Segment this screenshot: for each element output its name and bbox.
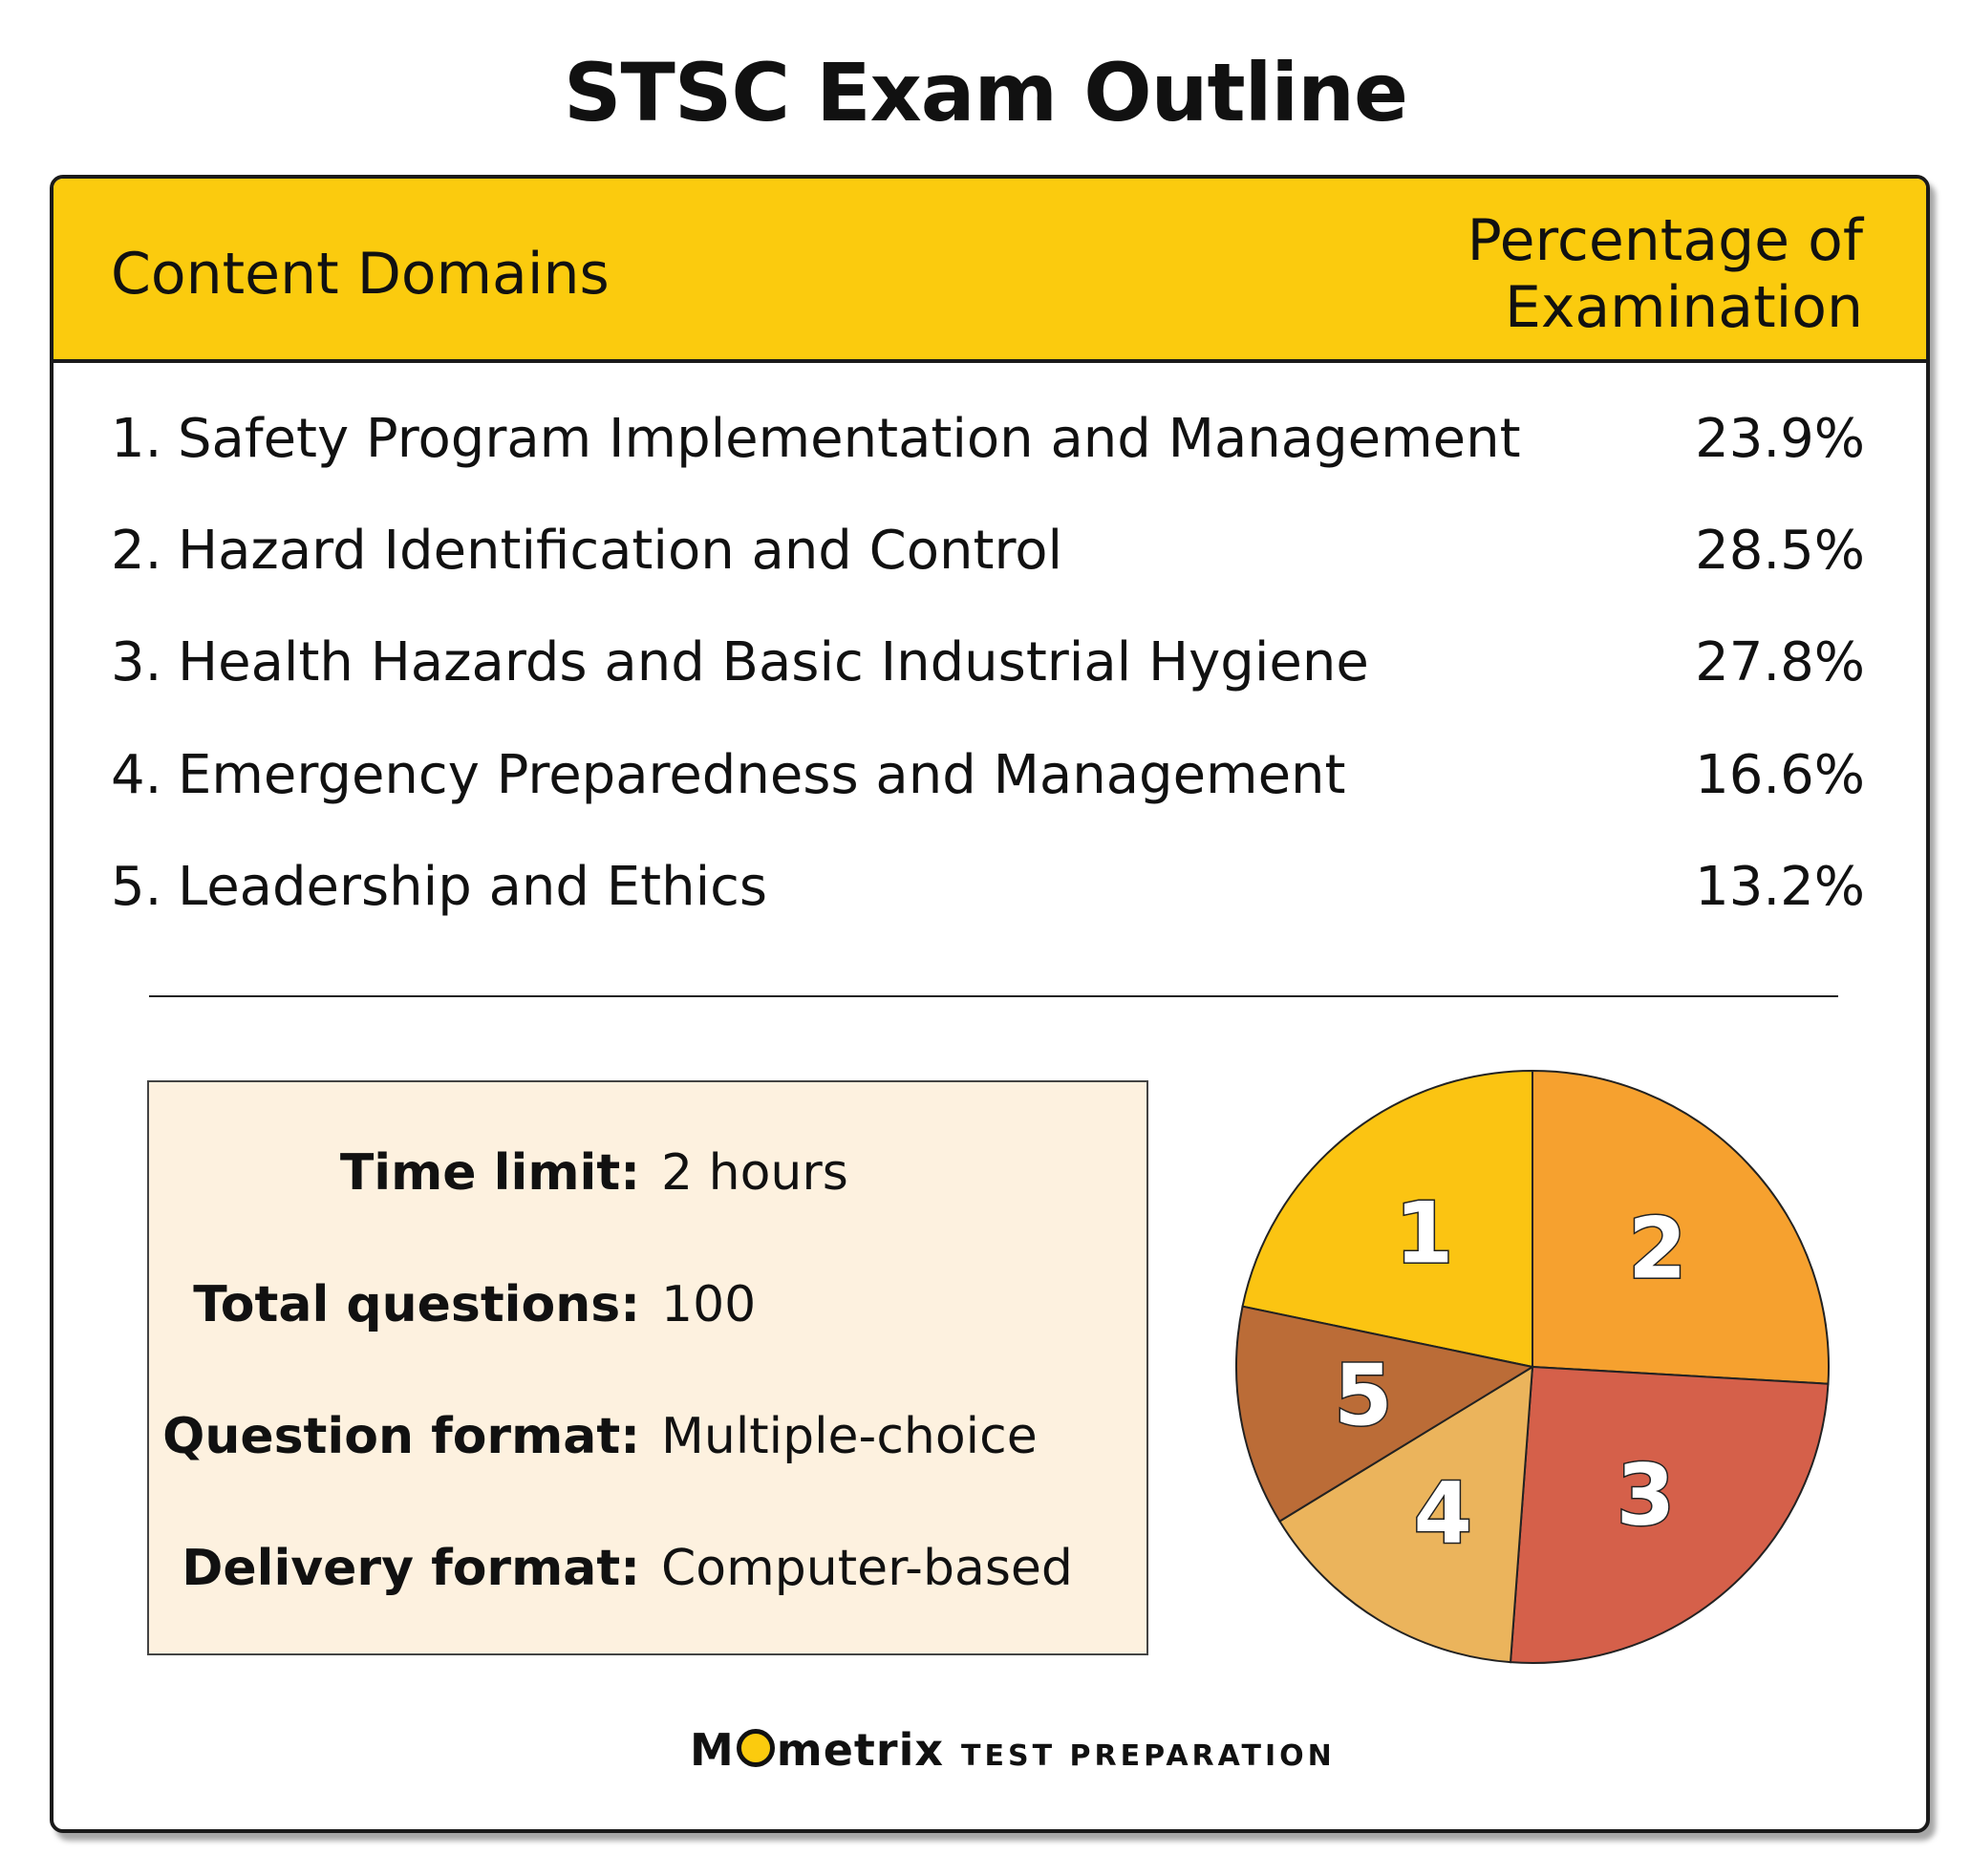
info-value: 100 [661,1276,757,1333]
pie-slice-1 [1241,1069,1533,1369]
page-title: STSC Exam Outline [564,46,1408,139]
pie-label-2: 2 [1628,1200,1686,1298]
info-key: Question format: [162,1408,640,1465]
info-row-total-questions: Total questions: 100 [149,1276,1146,1343]
info-key: Total questions: [193,1276,640,1333]
pie-slice-5 [1235,1305,1535,1523]
domain-label: Emergency Preparedness and Management [178,744,1346,806]
exam-info-box: Time limit: 2 hours Total questions: 100… [147,1080,1148,1655]
domain-number: 2. [111,520,162,582]
info-row-question-format: Question format: Multiple-choice [149,1408,1146,1475]
domain-label: Health Hazards and Basic Industrial Hygi… [178,631,1369,693]
percentage-heading-line2: Examination [1504,274,1863,341]
info-key: Time limit: [339,1144,640,1202]
info-value: 2 hours [661,1144,848,1202]
domain-row: 5. Leadership and Ethics 13.2% [111,856,1865,932]
percentage-heading: Percentage of Examination [1366,207,1863,341]
pie-slice-4 [1278,1365,1534,1664]
info-row-delivery-format: Delivery format: Computer-based [149,1540,1146,1607]
outline-card: Content Domains Percentage of Examinatio… [50,175,1930,1833]
pie-slice-2 [1532,1069,1830,1385]
section-divider [149,995,1838,997]
pie-label-5: 5 [1334,1347,1392,1445]
content-domains-heading: Content Domains [111,241,610,308]
checkmark-icon [736,1729,775,1767]
domain-row: 1. Safety Program Implementation and Man… [111,408,1865,484]
info-row-time-limit: Time limit: 2 hours [149,1144,1146,1211]
percentage-heading-line1: Percentage of [1467,207,1863,274]
domain-percentage: 28.5% [1695,520,1865,582]
domain-pie-chart: 1 2 3 45 [1235,1069,1830,1664]
domain-percentage: 23.9% [1695,408,1865,470]
domain-label: Hazard Identification and Control [178,520,1063,582]
pie-label-1: 1 [1395,1183,1453,1282]
domain-row: 2. Hazard Identification and Control 28.… [111,520,1865,596]
pie-label-4: 4 [1414,1463,1472,1562]
info-value: Multiple-choice [661,1408,1038,1465]
pie-label-3: 3 [1617,1446,1675,1545]
domain-number: 5. [111,856,162,918]
domain-row: 3. Health Hazards and Basic Industrial H… [111,631,1865,708]
domain-number: 1. [111,408,162,470]
domain-percentage: 13.2% [1695,856,1865,918]
table-header: Content Domains Percentage of Examinatio… [54,179,1926,363]
domain-percentage: 16.6% [1695,744,1865,806]
logo-tagline: TEST PREPARATION [961,1739,1336,1773]
domain-label: Safety Program Implementation and Manage… [178,408,1521,470]
domain-number: 3. [111,631,162,693]
domain-percentage: 27.8% [1695,631,1865,693]
domain-row: 4. Emergency Preparedness and Management… [111,744,1865,821]
domain-number: 4. [111,744,162,806]
info-key: Delivery format: [182,1540,640,1597]
domain-label: Leadership and Ethics [178,856,768,918]
info-value: Computer-based [661,1540,1073,1597]
pie-slice-3 [1509,1365,1830,1664]
